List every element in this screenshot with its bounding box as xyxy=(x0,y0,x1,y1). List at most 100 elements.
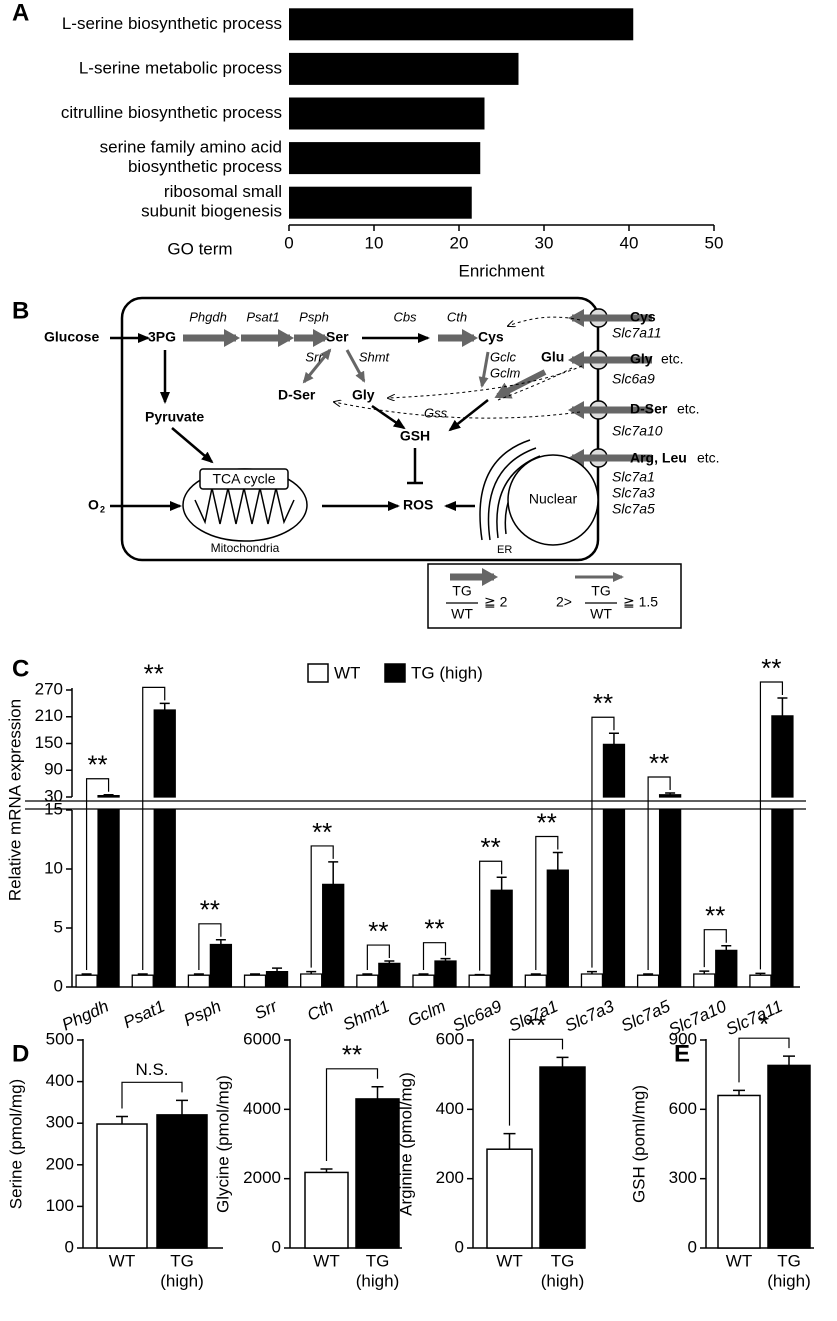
bar xyxy=(378,962,401,988)
error-bar xyxy=(552,851,563,871)
bar xyxy=(243,974,267,988)
significance-bracket xyxy=(422,942,447,971)
x-tick-label: TG (high) xyxy=(356,1252,399,1291)
y-tick-label: citrulline biosynthetic process xyxy=(61,103,282,122)
x-tick-label: WT xyxy=(109,1251,135,1270)
y-tick-label: 2000 xyxy=(243,1168,281,1187)
error-bar xyxy=(371,1086,384,1099)
y-tick-label: L-serine metabolic process xyxy=(79,58,282,77)
label: Slc7a3 xyxy=(612,485,655,501)
error-bar xyxy=(81,973,92,976)
arrows xyxy=(110,309,652,511)
bar xyxy=(468,974,491,988)
label: TCA cycle xyxy=(212,471,275,487)
pathway-diagram: B Glucose 3PG Phgdh Psat1 Psph Ser Cbs C… xyxy=(12,296,720,629)
x-tick-label: WT xyxy=(313,1251,339,1270)
bar xyxy=(75,974,98,988)
bar xyxy=(717,1094,761,1249)
y-tick-label: 15 xyxy=(44,799,63,818)
bar xyxy=(580,973,604,988)
legend-label: WT xyxy=(334,663,360,682)
bar xyxy=(602,743,626,988)
x-tick-label: 50 xyxy=(705,233,724,252)
y-tick-label: 200 xyxy=(46,1154,74,1173)
significance-label: * xyxy=(759,1009,769,1039)
error-bar xyxy=(643,973,654,976)
label: Slc7a5 xyxy=(612,501,655,517)
legend-text: 2> xyxy=(556,594,572,610)
x-axis-title: Enrichment xyxy=(459,261,545,280)
significance-label: ** xyxy=(87,750,107,780)
bar xyxy=(156,1114,208,1249)
label: Cth xyxy=(447,309,467,324)
legend-swatch xyxy=(307,663,329,683)
bar xyxy=(322,883,345,988)
bar xyxy=(767,1064,811,1249)
significance-bracket xyxy=(508,1038,564,1126)
bar xyxy=(355,1098,400,1249)
x-tick-label: Gclm xyxy=(405,996,449,1030)
y-tick-label: 6000 xyxy=(243,1029,281,1048)
cell-outline xyxy=(120,296,600,562)
label: Gclc xyxy=(490,349,517,364)
x-tick-label: Psph xyxy=(181,996,224,1030)
label: Arg, Leu xyxy=(630,450,687,466)
bar xyxy=(490,889,513,988)
error-bar xyxy=(783,1055,795,1066)
label: Slc7a10 xyxy=(612,423,663,439)
label: Gly xyxy=(630,351,653,367)
significance-bracket xyxy=(591,716,615,968)
label: Pyruvate xyxy=(145,409,204,425)
error-bar xyxy=(503,1132,516,1150)
error-bar xyxy=(699,970,710,975)
significance-label: ** xyxy=(368,916,388,946)
error-bar xyxy=(777,697,788,716)
error-bar xyxy=(496,876,507,891)
significance-label: ** xyxy=(649,748,669,778)
label: Slc7a11 xyxy=(612,325,662,341)
error-bar xyxy=(193,973,204,976)
significance-label: ** xyxy=(312,817,332,847)
error-bar xyxy=(272,967,283,972)
label: Slc6a9 xyxy=(612,371,655,387)
error-bar xyxy=(250,973,261,976)
error-bar xyxy=(215,939,226,945)
x-tick-label: TG (high) xyxy=(541,1252,584,1291)
label: 3PG xyxy=(148,329,176,345)
error-bar xyxy=(665,792,676,795)
error-bar xyxy=(721,944,732,951)
bar xyxy=(187,974,211,988)
significance-bracket xyxy=(310,845,334,968)
x-tick-label: 20 xyxy=(450,233,469,252)
y-tick-label: 600 xyxy=(669,1099,697,1118)
er-nucleus xyxy=(479,439,599,546)
label: Phgdh xyxy=(189,309,227,324)
error-bar xyxy=(530,973,541,976)
significance-label: ** xyxy=(144,658,164,688)
diagram-legend: TG WT ≧ 2 2> TG WT ≧ 1.5 xyxy=(427,563,682,629)
panel-label: C xyxy=(12,655,29,682)
y-tick-label: ribosomal small subunit biogenesis xyxy=(141,182,282,221)
bar xyxy=(693,973,716,988)
x-tick-label: Psat1 xyxy=(120,996,167,1032)
y-tick-label: 600 xyxy=(436,1029,464,1048)
label: Gclm xyxy=(490,365,521,380)
y-axis-title: GO term xyxy=(167,239,232,258)
x-tick-label: Srr xyxy=(252,996,282,1023)
y-tick-label: 210 xyxy=(35,706,63,725)
significance-bracket xyxy=(535,835,559,971)
significance-bracket xyxy=(121,1081,183,1109)
significance-bracket xyxy=(366,944,390,971)
label: Shmt xyxy=(359,349,391,364)
label: etc. xyxy=(661,351,684,367)
significance-label: N.S. xyxy=(135,1060,168,1079)
y-tick-label: 900 xyxy=(669,1029,697,1048)
significance-bracket xyxy=(85,778,110,971)
x-tick-label: Slc7a3 xyxy=(562,996,618,1035)
y-tick-label: 0 xyxy=(65,1237,74,1256)
error-bar xyxy=(137,973,148,976)
bar xyxy=(304,1171,349,1249)
label: Glucose xyxy=(44,329,99,345)
label: Glu xyxy=(541,349,564,365)
label: D-Ser xyxy=(278,387,316,403)
